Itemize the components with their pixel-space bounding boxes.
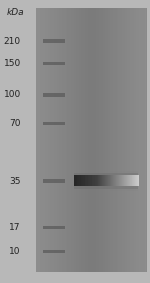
Text: 100: 100	[4, 90, 21, 99]
FancyBboxPatch shape	[36, 8, 146, 272]
FancyBboxPatch shape	[74, 173, 138, 189]
Text: 150: 150	[4, 59, 21, 68]
Text: 10: 10	[9, 247, 21, 256]
FancyBboxPatch shape	[43, 250, 65, 253]
FancyBboxPatch shape	[43, 93, 65, 97]
FancyBboxPatch shape	[43, 226, 65, 229]
FancyBboxPatch shape	[74, 171, 138, 191]
Text: 210: 210	[4, 37, 21, 46]
Text: kDa: kDa	[6, 8, 24, 17]
FancyBboxPatch shape	[43, 122, 65, 125]
Text: 70: 70	[9, 119, 21, 128]
Text: 35: 35	[9, 177, 21, 186]
FancyBboxPatch shape	[43, 62, 65, 65]
Text: 17: 17	[9, 223, 21, 232]
FancyBboxPatch shape	[43, 39, 65, 43]
FancyBboxPatch shape	[43, 179, 65, 183]
